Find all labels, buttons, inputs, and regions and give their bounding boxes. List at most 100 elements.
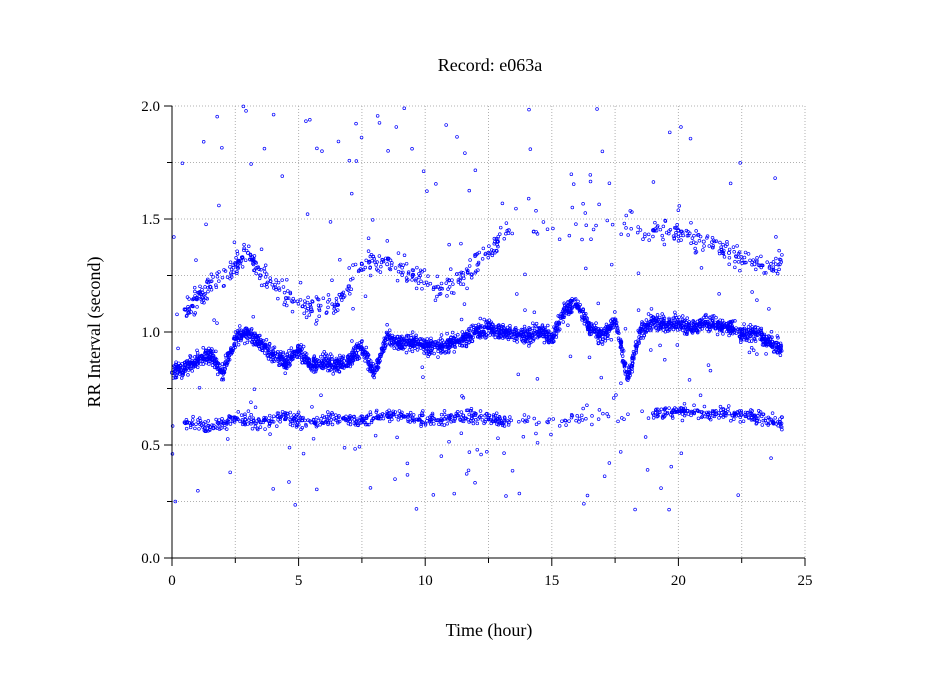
data-point — [199, 353, 204, 358]
data-point — [567, 419, 571, 423]
data-point — [717, 416, 721, 420]
data-point — [601, 411, 605, 416]
data-point — [385, 411, 390, 416]
data-point — [527, 326, 531, 330]
data-point — [727, 255, 732, 260]
data-point — [307, 361, 312, 365]
data-point — [464, 339, 469, 344]
data-point — [551, 331, 556, 336]
data-point — [644, 318, 649, 322]
data-point — [350, 360, 354, 364]
data-point — [315, 487, 319, 492]
data-point — [372, 370, 377, 374]
data-point — [543, 326, 547, 330]
data-point — [379, 352, 383, 356]
data-point — [737, 334, 742, 339]
data-point — [698, 393, 703, 398]
data-point — [220, 145, 224, 150]
data-point — [708, 368, 713, 373]
data-point — [289, 299, 294, 303]
data-point — [720, 251, 725, 255]
data-point — [385, 262, 390, 267]
data-point — [220, 417, 224, 421]
data-point — [187, 311, 191, 315]
data-point — [748, 323, 753, 327]
data-point — [551, 417, 556, 421]
data-point — [447, 242, 451, 247]
data-point — [686, 409, 690, 413]
data-point — [458, 417, 462, 422]
data-point — [254, 261, 258, 265]
data-point — [674, 233, 678, 237]
data-point — [711, 244, 715, 248]
data-point — [478, 316, 483, 321]
data-point — [268, 432, 272, 436]
data-point — [245, 340, 250, 345]
data-point — [211, 349, 216, 354]
data-point — [365, 414, 369, 419]
data-point — [228, 260, 233, 264]
data-point — [693, 251, 698, 255]
data-point — [262, 146, 267, 151]
data-point — [347, 415, 352, 419]
data-point — [618, 450, 623, 454]
data-point — [259, 341, 264, 345]
data-point — [626, 233, 630, 237]
data-point — [504, 332, 509, 336]
data-point — [585, 493, 590, 498]
data-point — [244, 109, 248, 113]
data-point — [235, 269, 239, 274]
data-point — [226, 437, 230, 441]
data-point — [235, 249, 239, 253]
data-point — [717, 292, 721, 296]
data-point — [347, 284, 352, 288]
data-point — [217, 203, 221, 208]
data-point — [225, 418, 230, 423]
data-point — [487, 417, 491, 422]
data-point — [580, 237, 584, 242]
data-point — [221, 376, 225, 380]
data-point — [296, 302, 301, 306]
data-point — [636, 328, 640, 333]
data-point — [392, 346, 396, 351]
data-point — [348, 353, 352, 357]
data-point — [286, 414, 290, 419]
data-point — [451, 419, 455, 423]
data-point — [640, 409, 644, 413]
x-tick-label: 0 — [168, 573, 176, 589]
data-point — [281, 350, 286, 355]
data-point — [473, 481, 477, 485]
data-point — [241, 104, 246, 109]
data-point — [731, 245, 736, 249]
data-point — [774, 256, 778, 261]
data-point — [602, 328, 606, 333]
data-point — [277, 286, 281, 290]
data-point — [540, 324, 545, 329]
data-point — [326, 410, 330, 414]
data-point — [743, 413, 747, 417]
data-point — [718, 318, 722, 322]
data-point — [307, 313, 312, 317]
x-tick-label: 20 — [671, 573, 686, 589]
data-point — [436, 339, 441, 343]
y-axis-label: RR Interval (second) — [84, 257, 105, 408]
data-point — [266, 348, 271, 353]
data-point — [395, 435, 399, 440]
data-point — [346, 363, 351, 368]
data-point — [236, 263, 240, 267]
data-point — [588, 179, 593, 184]
data-point — [658, 227, 663, 232]
data-point — [605, 412, 609, 416]
data-point — [737, 329, 741, 333]
data-point — [660, 415, 665, 419]
data-point — [289, 357, 294, 362]
data-point — [428, 418, 433, 423]
data-point — [405, 333, 409, 338]
data-point — [496, 244, 500, 249]
data-point — [301, 344, 306, 349]
data-point — [752, 336, 756, 341]
data-point — [584, 416, 588, 421]
data-point — [716, 324, 720, 328]
data-point — [296, 410, 301, 414]
data-point — [766, 415, 771, 420]
